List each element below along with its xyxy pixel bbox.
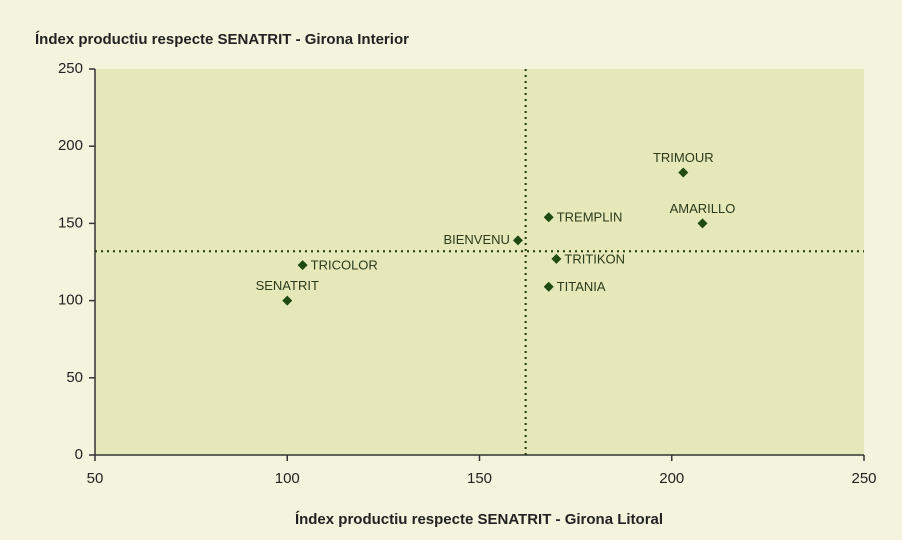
point — [551, 253, 562, 264]
point-label: TRIMOUR — [653, 150, 714, 165]
x-tick-label: 50 — [87, 470, 104, 487]
plot-area — [95, 69, 864, 455]
point-label: TRITIKON — [564, 251, 625, 266]
y-tick-label: 150 — [58, 214, 83, 231]
point-label: AMARILLO — [670, 201, 736, 216]
x-tick-label: 250 — [851, 470, 876, 487]
x-tick-label: 200 — [659, 470, 684, 487]
point — [543, 212, 554, 223]
y-axis-title: Índex productiu respecte SENATRIT - Giro… — [35, 31, 409, 48]
x-axis-title: Índex productiu respecte SENATRIT - Giro… — [295, 511, 663, 528]
point-label: TREMPLIN — [557, 210, 623, 225]
point-label: TITANIA — [557, 279, 606, 294]
y-tick-label: 100 — [58, 292, 83, 309]
point — [697, 218, 708, 229]
point — [297, 260, 308, 271]
point — [282, 295, 293, 306]
x-tick-label: 150 — [467, 470, 492, 487]
y-tick-label: 50 — [66, 369, 83, 386]
point-label: SENATRIT — [256, 278, 319, 293]
point — [678, 167, 689, 178]
y-tick-label: 0 — [75, 446, 83, 463]
y-tick-label: 250 — [58, 60, 83, 77]
point-label: BIENVENU — [443, 232, 509, 247]
y-tick-label: 200 — [58, 137, 83, 154]
point — [543, 281, 554, 292]
x-tick-label: 100 — [275, 470, 300, 487]
point-label: TRICOLOR — [311, 258, 378, 273]
point — [512, 235, 523, 246]
